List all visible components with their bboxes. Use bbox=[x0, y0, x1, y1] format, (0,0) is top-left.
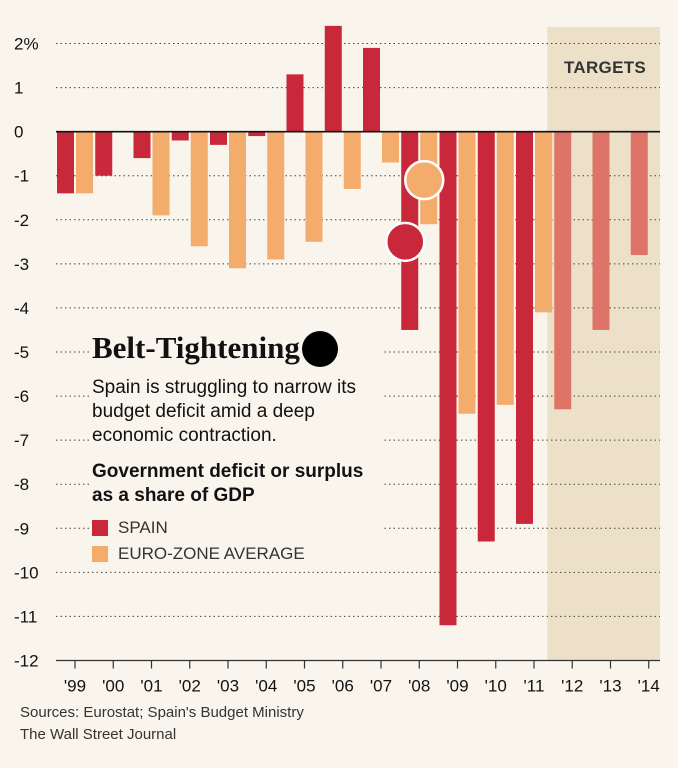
bar-spain bbox=[324, 25, 342, 132]
source-text: Sources: Eurostat; Spain's Budget Minist… bbox=[20, 704, 304, 721]
y-tick-label: -5 bbox=[14, 343, 29, 362]
y-tick-label: 2% bbox=[14, 35, 39, 54]
y-tick-label: -6 bbox=[14, 387, 29, 406]
chart-measure-label: Government deficit or surplus as a share… bbox=[92, 461, 364, 506]
x-tick-label: '06 bbox=[332, 677, 354, 696]
y-tick-label: -1 bbox=[14, 167, 29, 186]
legend-item-spain: SPAIN bbox=[92, 518, 382, 538]
bar-spain bbox=[57, 131, 74, 194]
legend-swatch-eurozone bbox=[92, 546, 108, 562]
bar-eurozone bbox=[267, 131, 285, 260]
legend-label-spain: SPAIN bbox=[118, 518, 168, 537]
bar-eurozone bbox=[343, 131, 361, 189]
bar-spain bbox=[477, 131, 495, 542]
y-tick-label: -11 bbox=[14, 607, 37, 626]
x-tick-label: '99 bbox=[64, 677, 86, 696]
chart-text-panel: Belt-Tightening Spain is struggling to n… bbox=[92, 330, 382, 570]
x-tick-label: '10 bbox=[485, 677, 507, 696]
x-tick-label: '00 bbox=[102, 677, 124, 696]
bar-spain bbox=[516, 131, 533, 524]
x-tick-label: '08 bbox=[408, 677, 430, 696]
bar-spain bbox=[363, 47, 380, 132]
bar-spain bbox=[286, 74, 304, 132]
title-overlay-dot bbox=[302, 331, 338, 367]
bar-eurozone bbox=[152, 131, 170, 216]
y-tick-label: -7 bbox=[14, 431, 29, 450]
x-tick-label: '05 bbox=[293, 677, 315, 696]
bar-spain bbox=[210, 131, 227, 145]
y-tick-label: -2 bbox=[14, 211, 29, 230]
bar-spain bbox=[248, 131, 266, 137]
bar-spain bbox=[554, 131, 572, 410]
bar-eurozone bbox=[190, 131, 208, 247]
bar-eurozone bbox=[229, 131, 246, 269]
bar-spain bbox=[439, 131, 457, 626]
bar-spain bbox=[592, 131, 610, 330]
bar-spain bbox=[171, 131, 189, 141]
x-tick-label: '14 bbox=[638, 677, 660, 696]
targets-label: TARGETS bbox=[563, 58, 647, 77]
x-tick-label: '03 bbox=[217, 677, 239, 696]
x-tick-label: '12 bbox=[561, 677, 583, 696]
x-tick-label: '07 bbox=[370, 677, 392, 696]
bar-spain bbox=[95, 131, 113, 176]
bar-eurozone bbox=[76, 131, 93, 194]
y-tick-label: -8 bbox=[14, 475, 29, 494]
bar-spain bbox=[630, 131, 648, 256]
x-tick-label: '09 bbox=[446, 677, 468, 696]
x-tick-label: '04 bbox=[255, 677, 277, 696]
x-tick-label: '01 bbox=[140, 677, 162, 696]
y-tick-label: -10 bbox=[14, 563, 39, 582]
bar-eurozone bbox=[382, 131, 399, 163]
bar-eurozone bbox=[535, 131, 552, 313]
chart-title: Belt-Tightening bbox=[92, 330, 300, 365]
y-tick-label: -4 bbox=[14, 299, 29, 318]
y-tick-label: -3 bbox=[14, 255, 29, 274]
x-tick-label: '11 bbox=[524, 677, 545, 696]
legend-label-eurozone: EURO-ZONE AVERAGE bbox=[118, 544, 305, 563]
legend-item-eurozone: EURO-ZONE AVERAGE bbox=[92, 544, 382, 564]
chart-subtitle: Spain is struggling to narrow its budget… bbox=[92, 377, 357, 446]
spain-2008-marker bbox=[385, 221, 426, 263]
x-tick-label: '13 bbox=[599, 677, 621, 696]
credit-text: The Wall Street Journal bbox=[20, 726, 177, 743]
bar-eurozone bbox=[305, 131, 323, 242]
bar-eurozone bbox=[458, 131, 476, 414]
y-tick-label: 1 bbox=[14, 79, 23, 98]
legend-swatch-spain bbox=[92, 520, 108, 536]
y-tick-label: 0 bbox=[14, 123, 23, 142]
bar-eurozone bbox=[496, 131, 514, 405]
source-note: Sources: Eurostat; Spain's Budget Minist… bbox=[20, 702, 304, 746]
eurozone-2008-marker bbox=[404, 159, 445, 201]
x-tick-label: '02 bbox=[179, 677, 201, 696]
y-tick-label: -9 bbox=[14, 519, 29, 538]
y-tick-label: -12 bbox=[14, 652, 39, 671]
bar-spain bbox=[133, 131, 151, 159]
